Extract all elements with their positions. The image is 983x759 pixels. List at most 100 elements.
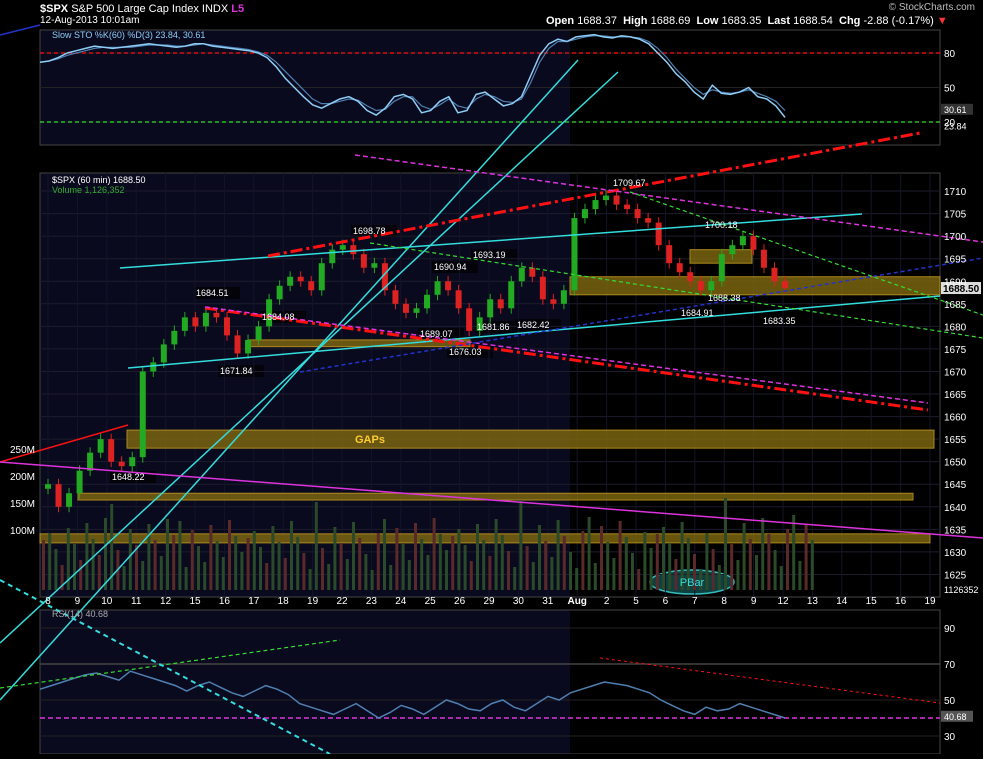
- price-annotation-bg: [475, 321, 521, 333]
- candle-body: [782, 281, 788, 289]
- candle-body: [329, 249, 336, 264]
- volume-bar: [513, 567, 517, 590]
- volume-bar: [426, 555, 430, 590]
- volume-bar: [711, 549, 715, 590]
- sto-y-tick-label: 50: [944, 84, 956, 95]
- candle-body: [160, 344, 167, 363]
- volume-bar: [717, 565, 721, 590]
- price-annotation: 1671.84: [220, 366, 253, 376]
- price-annotation: 1698.78: [353, 226, 386, 236]
- last-volume-label: 1126352: [944, 585, 978, 595]
- x-tick-label: 16: [895, 596, 907, 607]
- price-y-tick-label: 1670: [944, 367, 967, 378]
- volume-bar: [383, 519, 386, 590]
- volume-bar: [432, 518, 436, 590]
- volume-bar: [166, 519, 169, 590]
- candle-body: [66, 493, 73, 507]
- volume-bar: [252, 531, 256, 590]
- volume-bar: [575, 568, 579, 590]
- sto-last-value: 30.61: [944, 105, 967, 115]
- volume-bar: [376, 533, 380, 590]
- price-annotation: 1690.94: [434, 262, 467, 272]
- candle-body: [497, 299, 504, 309]
- candle-body: [455, 290, 462, 309]
- volume-bar: [401, 544, 405, 590]
- candle-body: [603, 195, 610, 201]
- gap-box: [569, 276, 941, 296]
- candle-body: [150, 362, 157, 372]
- candle-body: [308, 281, 315, 291]
- index-name: S&P 500 Large Cap Index: [71, 3, 199, 15]
- volume-bar: [395, 528, 399, 590]
- volume-bar: [445, 550, 448, 590]
- rsi-panel-current-week-shade: [570, 610, 940, 754]
- candle-body: [392, 290, 399, 304]
- candle-body: [55, 484, 62, 507]
- volume-bar: [612, 558, 616, 590]
- volume-bar: [128, 529, 132, 590]
- price-y-tick-label: 1650: [944, 458, 967, 469]
- volume-bar: [798, 561, 802, 590]
- volume-bar: [209, 525, 213, 590]
- x-tick-label: 23: [366, 596, 378, 607]
- candle-body: [550, 299, 557, 304]
- x-tick-label: 31: [542, 596, 554, 607]
- magenta-lower-channel: [204, 306, 929, 404]
- last-label: Last: [767, 15, 791, 27]
- volume-bar: [544, 541, 548, 590]
- candle-body: [339, 245, 346, 250]
- volume-bar: [624, 537, 628, 590]
- candle-body: [571, 218, 578, 291]
- volume-bar: [85, 523, 89, 590]
- sto-last-value-2: 23.84: [944, 122, 967, 132]
- candle-body: [318, 263, 325, 291]
- price-y-tick-label: 1665: [944, 390, 967, 401]
- candle-body: [223, 317, 230, 336]
- low-label: Low: [696, 15, 719, 27]
- low-value: 1683.35: [721, 15, 762, 27]
- volume-bar: [283, 558, 287, 590]
- x-tick-label: 19: [307, 596, 319, 607]
- price-annotation: 1693.19: [473, 250, 506, 260]
- volume-bar: [500, 535, 504, 590]
- volume-bar: [246, 538, 250, 590]
- candle-body: [424, 294, 431, 309]
- volume-bar: [122, 566, 126, 590]
- x-tick-label: 18: [278, 596, 290, 607]
- volume-bar: [54, 549, 58, 590]
- price-annotation: 1684.51: [196, 288, 229, 298]
- volume-tick-label: 200M: [10, 472, 35, 483]
- volume-bar: [314, 502, 318, 590]
- open-label: Open: [546, 15, 575, 27]
- candle-body: [750, 236, 757, 250]
- volume-bar: [352, 522, 355, 590]
- volume-bar: [190, 530, 194, 590]
- candle-body: [266, 299, 273, 327]
- candle-body: [771, 267, 778, 282]
- candle-body: [297, 276, 304, 282]
- volume-bar: [730, 544, 734, 590]
- candle-body: [171, 330, 178, 345]
- candle-body: [718, 254, 725, 282]
- price-y-tick-label: 1645: [944, 480, 967, 491]
- volume-tick-label: 250M: [10, 445, 35, 456]
- volume-bar: [587, 517, 591, 590]
- candle-body: [634, 209, 641, 219]
- volume-bar: [674, 559, 678, 590]
- green-short-line: [629, 191, 983, 316]
- x-tick-label: 19: [924, 596, 936, 607]
- blue-rising-line: [299, 257, 983, 373]
- volume-bar: [550, 557, 554, 590]
- volume-bar: [104, 518, 107, 590]
- volume-bar: [197, 546, 200, 590]
- volume-bar: [662, 527, 665, 590]
- volume-bar: [215, 541, 219, 590]
- candle-body: [581, 209, 588, 219]
- rsi-y-tick-label: 90: [944, 624, 956, 635]
- price-annotation: 1684.08: [262, 312, 295, 322]
- gaps-label: GAPs: [355, 434, 385, 446]
- magenta-upper-channel: [354, 154, 983, 243]
- volume-bar: [519, 500, 523, 590]
- price-y-tick-label: 1660: [944, 413, 967, 424]
- down-arrow-icon: ▼: [936, 15, 948, 27]
